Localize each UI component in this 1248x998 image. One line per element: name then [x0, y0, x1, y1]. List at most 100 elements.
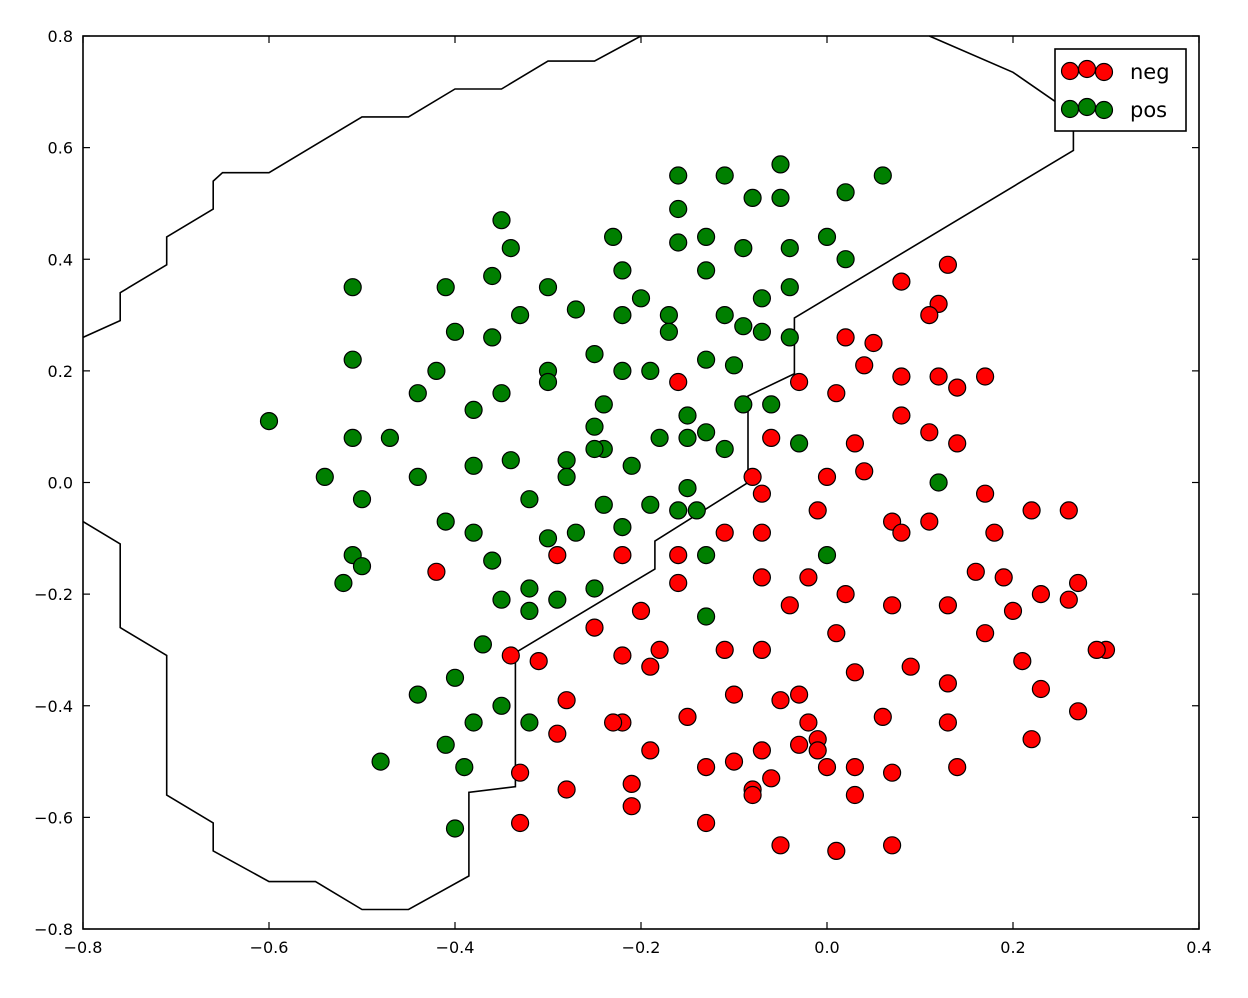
neg-point	[948, 757, 967, 777]
x-tick-label: −0.2	[622, 938, 661, 957]
pos-point	[436, 512, 455, 531]
pos-point	[789, 434, 809, 453]
neg-point	[938, 255, 958, 274]
pos-point	[538, 372, 558, 392]
neg-point	[929, 367, 948, 386]
y-tick-label: −0.4	[34, 697, 73, 716]
neg-point	[845, 663, 865, 682]
pos-point	[780, 278, 799, 297]
pos-point	[315, 467, 334, 486]
pos-point	[687, 501, 706, 520]
neg-point	[789, 372, 809, 392]
pos-point	[696, 423, 716, 442]
neg-point	[827, 384, 846, 403]
neg-point	[1068, 702, 1088, 721]
neg-point	[882, 596, 902, 615]
pos-point	[641, 361, 660, 380]
pos-point	[538, 529, 558, 548]
pos-point	[520, 579, 539, 598]
y-tick-label: 0.8	[48, 27, 73, 46]
legend-marker	[1060, 99, 1080, 119]
neg-point	[557, 780, 576, 799]
neg-point	[948, 378, 967, 397]
pos-point	[483, 551, 502, 570]
neg-point	[845, 785, 865, 805]
pos-point	[696, 261, 716, 280]
pos-point	[566, 300, 586, 319]
neg-point	[1013, 651, 1032, 671]
pos-point	[492, 590, 511, 609]
x-tick-label: 0.0	[814, 938, 839, 957]
pos-point	[557, 467, 576, 486]
y-tick-label: 0.4	[48, 250, 73, 269]
y-tick-label: 0.6	[48, 139, 73, 158]
pos-point	[464, 456, 483, 475]
neg-point	[762, 428, 781, 447]
neg-point	[650, 640, 669, 660]
pos-point	[501, 451, 520, 470]
neg-point	[938, 713, 958, 732]
neg-point	[892, 272, 911, 291]
neg-point	[427, 562, 446, 581]
pos-point	[659, 322, 679, 341]
x-tick-label: −0.6	[250, 938, 289, 957]
pos-point	[696, 350, 716, 369]
neg-point	[501, 646, 520, 665]
neg-point	[771, 691, 790, 710]
neg-point	[882, 836, 902, 855]
neg-point	[1068, 573, 1088, 593]
neg-point	[1003, 601, 1023, 621]
data-points	[259, 155, 1116, 861]
pos-point	[734, 239, 753, 258]
pos-point	[780, 328, 799, 347]
pos-point	[510, 306, 530, 325]
pos-point	[585, 345, 604, 364]
neg-point	[715, 523, 734, 542]
pos-point	[352, 490, 372, 509]
pos-point	[371, 752, 390, 771]
pos-point	[408, 384, 427, 403]
neg-point	[641, 657, 660, 676]
pos-point	[715, 166, 734, 185]
pos-point	[669, 501, 688, 520]
pos-point	[334, 573, 353, 593]
pos-point	[669, 199, 688, 219]
boundary-line-2	[82, 35, 1075, 911]
pos-point	[557, 451, 576, 470]
pos-point	[752, 322, 772, 341]
neg-point	[1059, 590, 1078, 609]
neg-point	[743, 785, 762, 805]
neg-point	[845, 757, 865, 777]
legend-marker	[1094, 62, 1114, 82]
pos-point	[594, 495, 613, 514]
pos-point	[613, 306, 632, 325]
pos-point	[771, 155, 790, 174]
neg-point	[678, 707, 697, 727]
pos-point	[483, 328, 502, 347]
pos-point	[836, 250, 855, 269]
neg-point	[882, 763, 902, 782]
pos-point	[343, 278, 362, 297]
pos-point	[352, 557, 372, 576]
pos-point	[566, 523, 586, 542]
neg-point	[855, 462, 874, 481]
neg-point	[510, 763, 530, 782]
pos-point	[613, 261, 632, 280]
pos-point	[501, 239, 520, 258]
pos-point	[696, 607, 716, 626]
neg-point	[752, 484, 772, 503]
pos-point	[873, 166, 892, 185]
neg-point	[938, 674, 958, 693]
neg-point	[743, 467, 762, 486]
pos-point	[780, 239, 799, 258]
pos-point	[696, 227, 716, 246]
pos-point	[464, 400, 483, 419]
pos-point	[613, 361, 632, 380]
neg-point	[873, 707, 892, 727]
neg-point	[613, 545, 632, 565]
neg-point	[780, 596, 799, 615]
neg-point	[622, 797, 641, 816]
legend-marker	[1060, 61, 1080, 81]
pos-point	[445, 668, 465, 687]
